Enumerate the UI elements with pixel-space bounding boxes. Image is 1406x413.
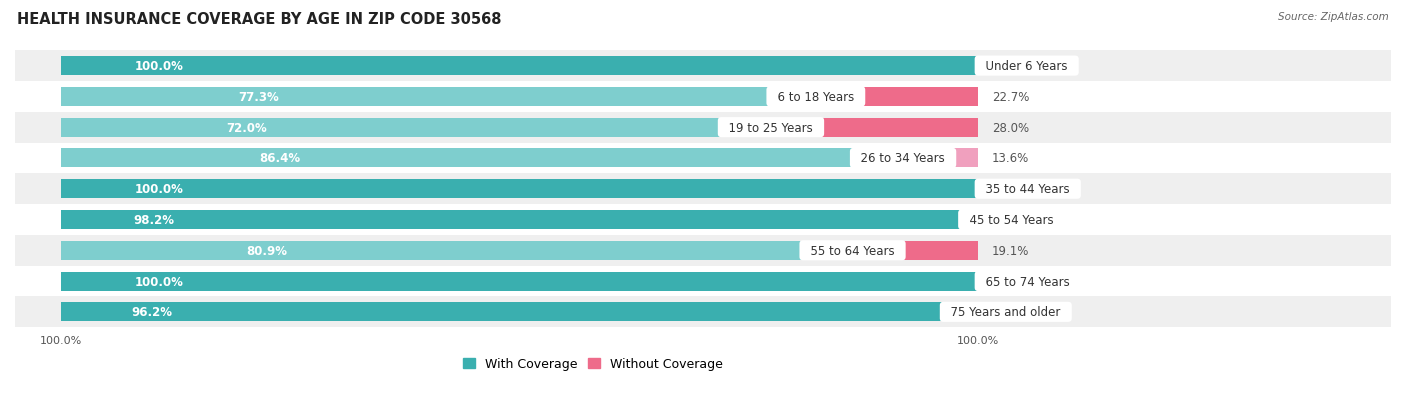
Text: 3.8%: 3.8% bbox=[993, 306, 1022, 318]
Text: 98.2%: 98.2% bbox=[134, 214, 174, 226]
Bar bbox=[15, 266, 1391, 297]
Bar bbox=[803, 241, 979, 260]
Text: HEALTH INSURANCE COVERAGE BY AGE IN ZIP CODE 30568: HEALTH INSURANCE COVERAGE BY AGE IN ZIP … bbox=[17, 12, 502, 27]
Bar bbox=[60, 272, 979, 291]
Text: 96.2%: 96.2% bbox=[132, 306, 173, 318]
Bar bbox=[15, 143, 1391, 174]
Bar bbox=[60, 118, 721, 138]
Bar bbox=[60, 211, 962, 230]
Bar bbox=[15, 82, 1391, 112]
Text: 75 Years and older: 75 Years and older bbox=[943, 306, 1069, 318]
Bar bbox=[15, 174, 1391, 204]
Text: 100.0%: 100.0% bbox=[134, 60, 183, 73]
Bar bbox=[60, 88, 770, 107]
Text: 0.0%: 0.0% bbox=[993, 60, 1022, 73]
Text: 19.1%: 19.1% bbox=[993, 244, 1029, 257]
Bar bbox=[60, 57, 979, 76]
Text: 19 to 25 Years: 19 to 25 Years bbox=[721, 121, 821, 134]
Bar bbox=[15, 204, 1391, 235]
Bar bbox=[770, 88, 979, 107]
Text: 35 to 44 Years: 35 to 44 Years bbox=[979, 183, 1077, 196]
Text: 0.0%: 0.0% bbox=[993, 275, 1022, 288]
Text: Source: ZipAtlas.com: Source: ZipAtlas.com bbox=[1278, 12, 1389, 22]
Text: 100.0%: 100.0% bbox=[134, 275, 183, 288]
Bar bbox=[60, 180, 979, 199]
Bar bbox=[853, 149, 979, 168]
Text: 26 to 34 Years: 26 to 34 Years bbox=[853, 152, 953, 165]
Text: 72.0%: 72.0% bbox=[226, 121, 267, 134]
Text: 86.4%: 86.4% bbox=[259, 152, 299, 165]
Bar bbox=[15, 51, 1391, 82]
Bar bbox=[943, 303, 979, 322]
Text: 55 to 64 Years: 55 to 64 Years bbox=[803, 244, 903, 257]
Text: 6 to 18 Years: 6 to 18 Years bbox=[770, 90, 862, 104]
Bar bbox=[15, 112, 1391, 143]
Text: 80.9%: 80.9% bbox=[246, 244, 287, 257]
Text: 45 to 54 Years: 45 to 54 Years bbox=[962, 214, 1060, 226]
Bar bbox=[15, 235, 1391, 266]
Text: 28.0%: 28.0% bbox=[993, 121, 1029, 134]
Bar bbox=[15, 297, 1391, 328]
Legend: With Coverage, Without Coverage: With Coverage, Without Coverage bbox=[458, 352, 728, 375]
Bar bbox=[60, 149, 853, 168]
Text: 100.0%: 100.0% bbox=[134, 183, 183, 196]
Bar bbox=[721, 118, 979, 138]
Text: 1.8%: 1.8% bbox=[993, 214, 1022, 226]
Bar bbox=[962, 211, 979, 230]
Bar bbox=[60, 303, 943, 322]
Text: 65 to 74 Years: 65 to 74 Years bbox=[979, 275, 1077, 288]
Text: 0.0%: 0.0% bbox=[993, 183, 1022, 196]
Text: 13.6%: 13.6% bbox=[993, 152, 1029, 165]
Text: Under 6 Years: Under 6 Years bbox=[979, 60, 1076, 73]
Bar bbox=[60, 241, 803, 260]
Text: 22.7%: 22.7% bbox=[993, 90, 1029, 104]
Text: 77.3%: 77.3% bbox=[238, 90, 278, 104]
